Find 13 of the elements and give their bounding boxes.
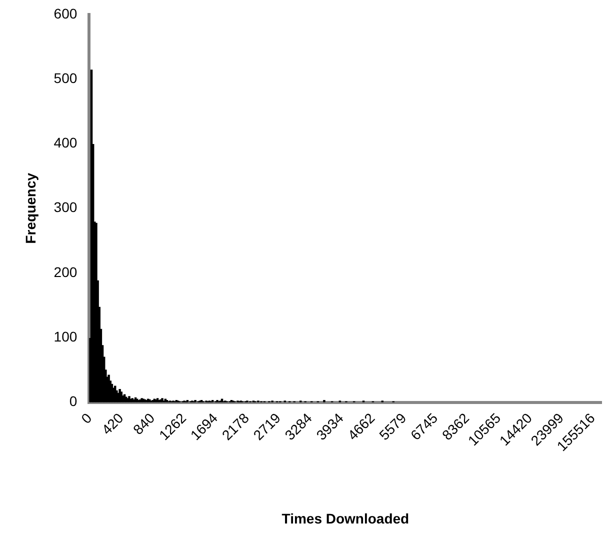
y-tick-label: 0 (69, 393, 78, 410)
y-tick-label: 100 (54, 328, 78, 344)
x-axis-title: Times Downloaded (282, 510, 410, 526)
bar (118, 389, 121, 402)
y-tick-label: 600 (54, 5, 78, 22)
y-tick-label: 300 (54, 199, 78, 216)
y-tick-label: 500 (54, 70, 78, 86)
x-tick-label: 0 (78, 410, 95, 427)
y-tick-label: 400 (54, 134, 78, 151)
x-tick-label: 840 (130, 410, 158, 438)
y-axis-title: Frequency (22, 172, 38, 244)
y-tick-label: 200 (54, 264, 78, 280)
x-tick-label: 420 (98, 410, 126, 438)
